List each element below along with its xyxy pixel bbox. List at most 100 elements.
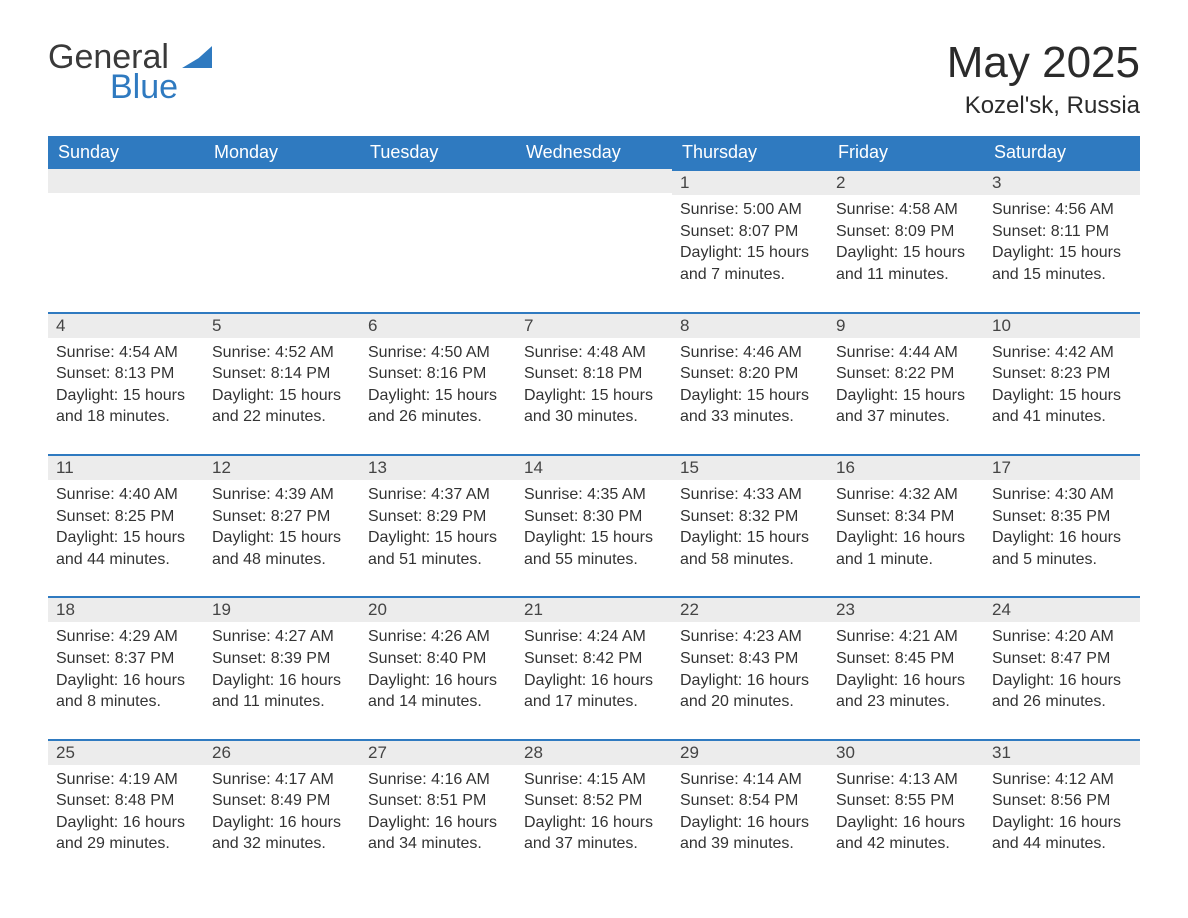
- day-details: Sunrise: 4:33 AMSunset: 8:32 PMDaylight:…: [672, 484, 828, 570]
- sunrise-line: Sunrise: 4:21 AM: [836, 626, 976, 648]
- day-number-bar: 30: [828, 739, 984, 765]
- sunrise-line: Sunrise: 4:24 AM: [524, 626, 664, 648]
- calendar-day-cell: 31Sunrise: 4:12 AMSunset: 8:56 PMDayligh…: [984, 739, 1140, 881]
- sunset-line: Sunset: 8:14 PM: [212, 363, 352, 385]
- day-number-bar: 26: [204, 739, 360, 765]
- sunrise-line: Sunrise: 4:35 AM: [524, 484, 664, 506]
- day-details: Sunrise: 4:29 AMSunset: 8:37 PMDaylight:…: [48, 626, 204, 712]
- title-block: May 2025 Kozel'sk, Russia: [947, 40, 1140, 120]
- sunrise-line: Sunrise: 4:46 AM: [680, 342, 820, 364]
- day-number-bar: 22: [672, 596, 828, 622]
- calendar-day-cell: 13Sunrise: 4:37 AMSunset: 8:29 PMDayligh…: [360, 454, 516, 596]
- sunrise-line: Sunrise: 4:12 AM: [992, 769, 1132, 791]
- daylight-line: Daylight: 15 hours and 33 minutes.: [680, 385, 820, 428]
- calendar-day-cell: 25Sunrise: 4:19 AMSunset: 8:48 PMDayligh…: [48, 739, 204, 881]
- sunset-line: Sunset: 8:49 PM: [212, 790, 352, 812]
- sunrise-line: Sunrise: 4:54 AM: [56, 342, 196, 364]
- day-number-bar: 3: [984, 169, 1140, 195]
- sunset-line: Sunset: 8:37 PM: [56, 648, 196, 670]
- header: General Blue May 2025 Kozel'sk, Russia: [48, 40, 1140, 120]
- day-number-bar: 17: [984, 454, 1140, 480]
- sunrise-line: Sunrise: 4:50 AM: [368, 342, 508, 364]
- day-number-bar: 24: [984, 596, 1140, 622]
- day-number-bar: 18: [48, 596, 204, 622]
- day-details: Sunrise: 4:23 AMSunset: 8:43 PMDaylight:…: [672, 626, 828, 712]
- daylight-line: Daylight: 15 hours and 11 minutes.: [836, 242, 976, 285]
- calendar-day-cell: 26 Sunrise: 4:17 AMSunset: 8:49 PMDayligh…: [204, 739, 360, 881]
- calendar-week-row: 18 Sunrise: 4:29 AMSunset: 8:37 PMDayligh…: [48, 596, 1140, 738]
- day-number-bar: 8: [672, 312, 828, 338]
- calendar-day-cell: 7Sunrise: 4:48 AMSunset: 8:18 PMDaylight…: [516, 312, 672, 454]
- day-number-bar: 11: [48, 454, 204, 480]
- day-number-bar: 4: [48, 312, 204, 338]
- day-number-bar: 15: [672, 454, 828, 480]
- day-details: Sunrise: 5:00 AMSunset: 8:07 PMDaylight:…: [672, 199, 828, 285]
- day-number-bar: 19: [204, 596, 360, 622]
- calendar-day-cell: 20Sunrise: 4:26 AMSunset: 8:40 PMDayligh…: [360, 596, 516, 738]
- day-number-bar: [360, 169, 516, 193]
- daylight-line: Daylight: 16 hours and 14 minutes.: [368, 670, 508, 713]
- daylight-line: Daylight: 16 hours and 32 minutes.: [212, 812, 352, 855]
- day-number-bar: 29: [672, 739, 828, 765]
- sunrise-line: Sunrise: 4:52 AM: [212, 342, 352, 364]
- sunrise-line: Sunrise: 4:13 AM: [836, 769, 976, 791]
- daylight-line: Daylight: 15 hours and 18 minutes.: [56, 385, 196, 428]
- sunrise-line: Sunrise: 4:14 AM: [680, 769, 820, 791]
- sunset-line: Sunset: 8:20 PM: [680, 363, 820, 385]
- sunset-line: Sunset: 8:29 PM: [368, 506, 508, 528]
- sunset-line: Sunset: 8:45 PM: [836, 648, 976, 670]
- sunrise-line: Sunrise: 5:00 AM: [680, 199, 820, 221]
- calendar-day-cell: 27Sunrise: 4:16 AMSunset: 8:51 PMDayligh…: [360, 739, 516, 881]
- daylight-line: Daylight: 15 hours and 51 minutes.: [368, 527, 508, 570]
- sunrise-line: Sunrise: 4:27 AM: [212, 626, 352, 648]
- daylight-line: Daylight: 16 hours and 29 minutes.: [56, 812, 196, 855]
- calendar-day-cell: 24Sunrise: 4:20 AMSunset: 8:47 PMDayligh…: [984, 596, 1140, 738]
- day-number-bar: 21: [516, 596, 672, 622]
- weekday-header: Wednesday: [516, 136, 672, 169]
- sunset-line: Sunset: 8:07 PM: [680, 221, 820, 243]
- daylight-line: Daylight: 15 hours and 15 minutes.: [992, 242, 1132, 285]
- day-details: Sunrise: 4:44 AMSunset: 8:22 PMDaylight:…: [828, 342, 984, 428]
- sunrise-line: Sunrise: 4:37 AM: [368, 484, 508, 506]
- day-number-bar: 28: [516, 739, 672, 765]
- sunrise-line: Sunrise: 4:33 AM: [680, 484, 820, 506]
- sunset-line: Sunset: 8:11 PM: [992, 221, 1132, 243]
- calendar-day-cell: 6Sunrise: 4:50 AMSunset: 8:16 PMDaylight…: [360, 312, 516, 454]
- day-details: Sunrise: 4:35 AMSunset: 8:30 PMDaylight:…: [516, 484, 672, 570]
- daylight-line: Daylight: 16 hours and 23 minutes.: [836, 670, 976, 713]
- day-number-bar: 23: [828, 596, 984, 622]
- sunrise-line: Sunrise: 4:17 AM: [212, 769, 352, 791]
- calendar-week-row: 25Sunrise: 4:19 AMSunset: 8:48 PMDayligh…: [48, 739, 1140, 881]
- daylight-line: Daylight: 16 hours and 17 minutes.: [524, 670, 664, 713]
- daylight-line: Daylight: 16 hours and 34 minutes.: [368, 812, 508, 855]
- calendar-day-cell: 23 Sunrise: 4:21 AMSunset: 8:45 PMDayligh…: [828, 596, 984, 738]
- sunrise-line: Sunrise: 4:42 AM: [992, 342, 1132, 364]
- day-details: Sunrise: 4:48 AMSunset: 8:18 PMDaylight:…: [516, 342, 672, 428]
- daylight-line: Daylight: 16 hours and 42 minutes.: [836, 812, 976, 855]
- daylight-line: Daylight: 16 hours and 8 minutes.: [56, 670, 196, 713]
- calendar-table: SundayMondayTuesdayWednesdayThursdayFrid…: [48, 136, 1140, 881]
- day-details: Sunrise: 4:46 AMSunset: 8:20 PMDaylight:…: [672, 342, 828, 428]
- sunset-line: Sunset: 8:18 PM: [524, 363, 664, 385]
- day-number-bar: [204, 169, 360, 193]
- calendar-day-cell: 19Sunrise: 4:27 AMSunset: 8:39 PMDayligh…: [204, 596, 360, 738]
- day-number-bar: 5: [204, 312, 360, 338]
- daylight-line: Daylight: 15 hours and 58 minutes.: [680, 527, 820, 570]
- sunrise-line: Sunrise: 4:26 AM: [368, 626, 508, 648]
- sunrise-line: Sunrise: 4:58 AM: [836, 199, 976, 221]
- sunrise-line: Sunrise: 4:23 AM: [680, 626, 820, 648]
- calendar-day-cell: 9 Sunrise: 4:44 AMSunset: 8:22 PMDaylight…: [828, 312, 984, 454]
- sunset-line: Sunset: 8:56 PM: [992, 790, 1132, 812]
- day-number-bar: 12: [204, 454, 360, 480]
- sunset-line: Sunset: 8:16 PM: [368, 363, 508, 385]
- calendar-day-cell: 5Sunrise: 4:52 AMSunset: 8:14 PMDaylight…: [204, 312, 360, 454]
- brand-sail-icon: [182, 46, 212, 68]
- day-number-bar: 9: [828, 312, 984, 338]
- weekday-header: Sunday: [48, 136, 204, 169]
- calendar-day-cell: [360, 169, 516, 311]
- day-details: Sunrise: 4:30 AMSunset: 8:35 PMDaylight:…: [984, 484, 1140, 570]
- daylight-line: Daylight: 16 hours and 37 minutes.: [524, 812, 664, 855]
- sunrise-line: Sunrise: 4:44 AM: [836, 342, 976, 364]
- calendar-day-cell: 14Sunrise: 4:35 AMSunset: 8:30 PMDayligh…: [516, 454, 672, 596]
- day-details: Sunrise: 4:56 AMSunset: 8:11 PMDaylight:…: [984, 199, 1140, 285]
